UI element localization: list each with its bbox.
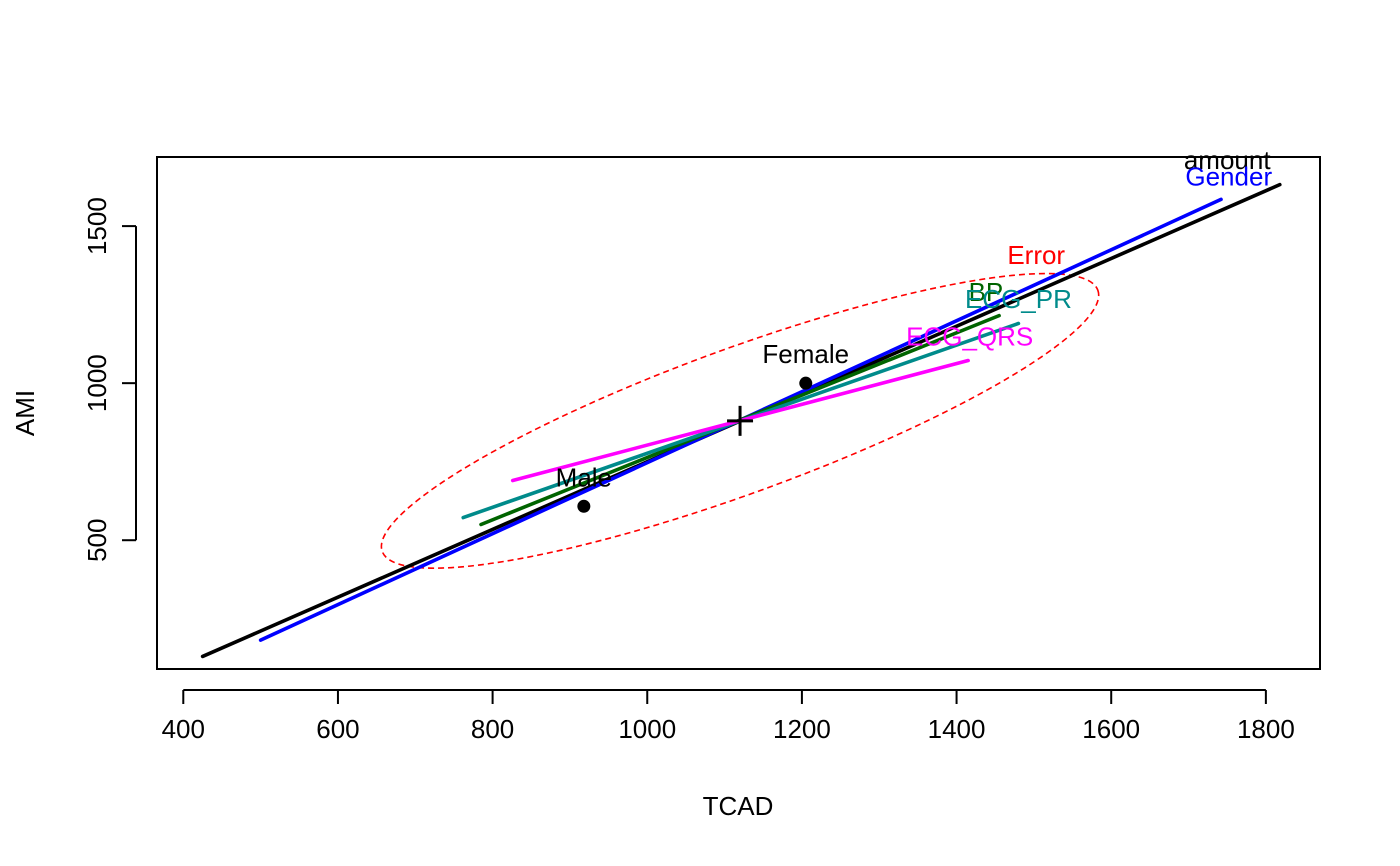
x-tick-label: 400	[162, 714, 205, 744]
y-axis-title: AMI	[10, 390, 40, 436]
x-tick-label: 800	[471, 714, 514, 744]
x-tick-label: 1200	[773, 714, 831, 744]
x-tick-label: 1800	[1237, 714, 1295, 744]
y-tick-label: 1500	[82, 197, 112, 255]
y-tick-label: 1000	[82, 354, 112, 412]
x-tick-label: 1600	[1082, 714, 1140, 744]
series-label-ecg-qrs: ECG_QRS	[906, 321, 1033, 351]
plot-box	[156, 156, 1321, 670]
series-label-bp: BP	[969, 277, 1004, 307]
series-label-gender: Gender	[1185, 161, 1272, 191]
point-male	[577, 499, 591, 513]
y-tick-label: 500	[82, 519, 112, 562]
x-tick-label: 600	[316, 714, 359, 744]
error-label: Error	[1007, 240, 1065, 270]
x-axis-title: TCAD	[703, 791, 774, 821]
point-label-female: Female	[762, 339, 849, 369]
series-label-ecg-pr: ECG_PR	[965, 284, 1072, 314]
series-label-amount: amount	[1184, 145, 1271, 175]
x-tick-label: 1000	[618, 714, 676, 744]
point-label-male: Male	[556, 462, 612, 492]
point-female	[799, 376, 813, 390]
error-ellipse	[380, 272, 1100, 569]
y-axis: 500 1000 1500	[82, 197, 137, 562]
x-tick-label: 1400	[928, 714, 986, 744]
x-axis: 400 600 800 1000 1200 1400 1600 1800	[162, 689, 1295, 744]
